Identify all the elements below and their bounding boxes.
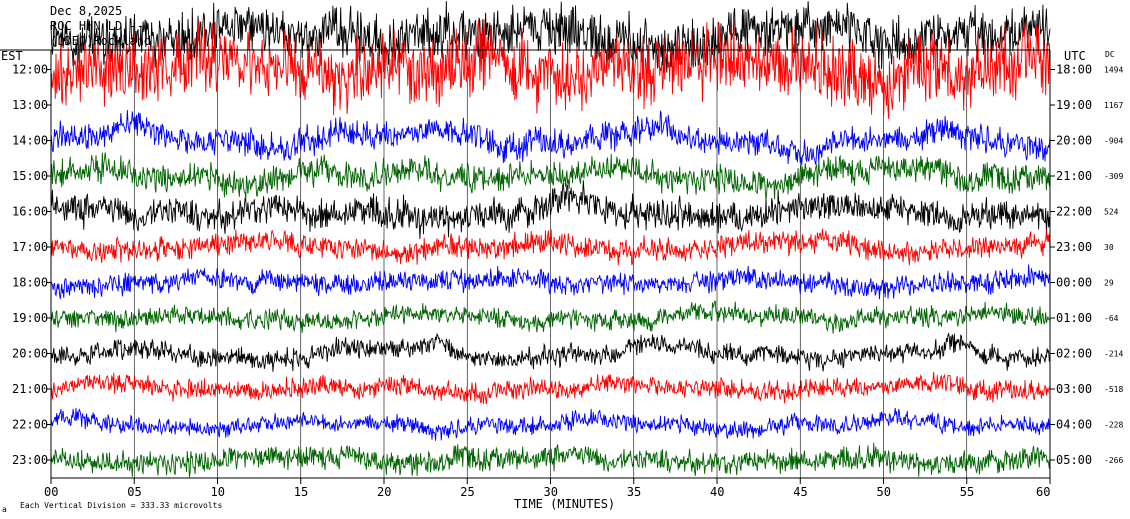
seismic-trace-1400 xyxy=(50,109,1051,166)
x-tick-label-55: 55 xyxy=(960,485,974,499)
utc-hour-label: 02:00 xyxy=(1056,347,1092,361)
x-tick-label-60: 60 xyxy=(1036,485,1050,499)
x-tick-label-20: 20 xyxy=(377,485,391,499)
utc-hour-label: 20:00 xyxy=(1056,134,1092,148)
dc-offset-value: 524 xyxy=(1104,208,1119,217)
trace-layer xyxy=(50,1,1051,478)
est-hour-label: 18:00 xyxy=(12,276,48,290)
x-tick-label-00: 00 xyxy=(44,485,58,499)
x-tick-label-15: 15 xyxy=(294,485,308,499)
seismic-trace-1700 xyxy=(50,228,1051,266)
utc-hour-label: 18:00 xyxy=(1056,63,1092,77)
est-axis-label: EST xyxy=(1,49,23,63)
est-hour-label: 12:00 xyxy=(12,63,48,77)
est-hour-label: 14:00 xyxy=(12,134,48,148)
dc-offset-value: 1494 xyxy=(1104,66,1123,75)
utc-hour-label: 19:00 xyxy=(1056,98,1092,112)
utc-hour-label: 21:00 xyxy=(1056,169,1092,183)
dc-offset-value: 29 xyxy=(1104,279,1114,288)
seismic-trace-2200 xyxy=(50,407,1051,441)
est-hour-label: 13:00 xyxy=(12,98,48,112)
est-hour-label: 16:00 xyxy=(12,205,48,219)
dc-offset-value: -64 xyxy=(1104,314,1119,323)
label-layer: Dec 8,2025 ROC HHN LD -- (LDEO)Rockland … xyxy=(1,4,1123,514)
dc-offset-value: -309 xyxy=(1104,172,1123,181)
x-tick-label-50: 50 xyxy=(877,485,891,499)
x-tick-label-10: 10 xyxy=(211,485,225,499)
header-date: Dec 8,2025 xyxy=(50,4,122,18)
seismic-trace-1900 xyxy=(50,300,1051,334)
dc-offset-value: -228 xyxy=(1104,421,1123,430)
seismic-trace-2100 xyxy=(50,371,1051,405)
dc-column-label: DC xyxy=(1105,50,1115,59)
est-hour-label: 21:00 xyxy=(12,382,48,396)
dc-offset-value: 30 xyxy=(1104,243,1114,252)
utc-hour-label: 05:00 xyxy=(1056,453,1092,467)
est-hour-label: 17:00 xyxy=(12,240,48,254)
frame-layer xyxy=(0,49,1051,479)
utc-hour-label: 03:00 xyxy=(1056,382,1092,396)
scale-note: Each Vertical Division = 333.33 microvol… xyxy=(20,501,222,510)
utc-hour-label: 22:00 xyxy=(1056,205,1092,219)
est-hour-label: 15:00 xyxy=(12,169,48,183)
scale-note-icon: a xyxy=(2,505,7,514)
seismic-trace-1200 xyxy=(50,18,1051,120)
x-tick-label-25: 25 xyxy=(460,485,474,499)
header-network: (LDEO)Rockland xyxy=(50,34,151,48)
dc-offset-value: -518 xyxy=(1104,385,1123,394)
seismic-trace-1600 xyxy=(50,180,1051,240)
utc-axis-label: UTC xyxy=(1064,49,1086,63)
utc-hour-label: 01:00 xyxy=(1056,311,1092,325)
x-tick-label-45: 45 xyxy=(793,485,807,499)
x-axis-title: TIME (MINUTES) xyxy=(514,497,615,511)
est-hour-label: 23:00 xyxy=(12,453,48,467)
seismic-trace-1100 xyxy=(50,1,1051,73)
x-tick-label-05: 05 xyxy=(127,485,141,499)
dc-offset-value: -266 xyxy=(1104,456,1123,465)
grid-layer xyxy=(50,50,1051,484)
est-hour-label: 19:00 xyxy=(12,311,48,325)
header-station: ROC HHN LD -- xyxy=(50,19,144,33)
dc-offset-value: -214 xyxy=(1104,350,1123,359)
est-hour-label: 20:00 xyxy=(12,347,48,361)
x-tick-label-30: 30 xyxy=(544,485,558,499)
utc-hour-label: 23:00 xyxy=(1056,240,1092,254)
seismic-trace-2000 xyxy=(50,332,1050,372)
seismic-trace-1500 xyxy=(50,152,1051,200)
x-tick-label-40: 40 xyxy=(710,485,724,499)
dc-offset-value: -904 xyxy=(1104,137,1123,146)
seismic-trace-2300 xyxy=(50,442,1051,478)
utc-hour-label: 00:00 xyxy=(1056,276,1092,290)
utc-hour-label: 04:00 xyxy=(1056,418,1092,432)
est-hour-label: 22:00 xyxy=(12,418,48,432)
dc-offset-value: 1167 xyxy=(1104,101,1123,110)
x-tick-label-35: 35 xyxy=(627,485,641,499)
seismic-trace-1800 xyxy=(50,264,1051,300)
